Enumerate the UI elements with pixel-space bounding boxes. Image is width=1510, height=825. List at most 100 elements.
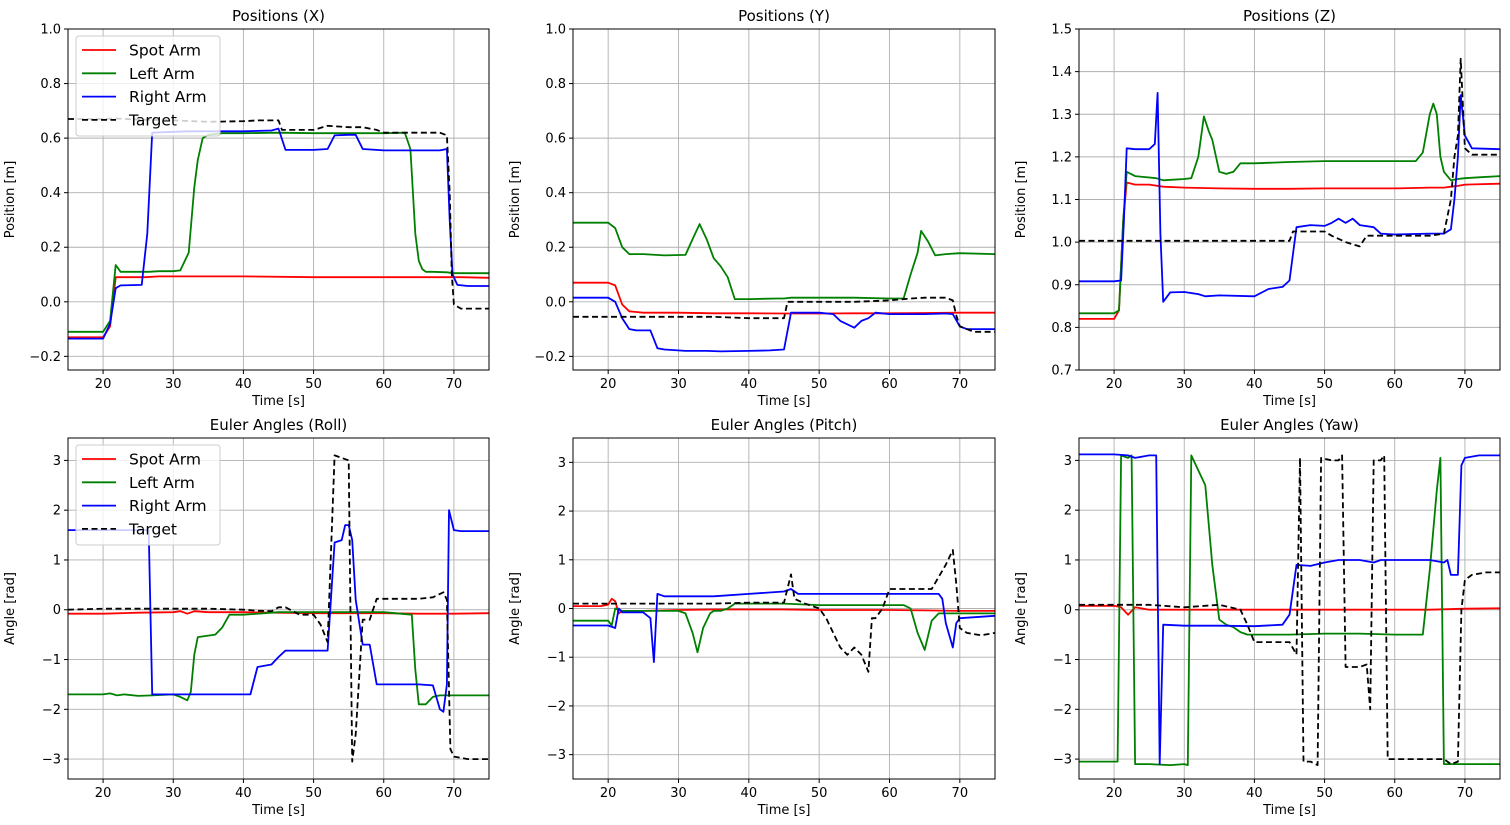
chart-4-legend-label-right-arm: Right Arm <box>129 497 207 515</box>
chart-6-series-group <box>1079 453 1500 766</box>
chart-5-y-tick-label: 3 <box>558 456 566 471</box>
chart-3-x-tick-label: 50 <box>1316 377 1333 392</box>
chart-3-y-axis-label: Position [m] <box>1014 161 1029 239</box>
chart-3-x-tick-label: 30 <box>1176 377 1193 392</box>
chart-6-axes-frame <box>1078 437 1501 780</box>
chart-1-x-tick-label: 30 <box>165 377 182 392</box>
chart-3-x-tick-label: 40 <box>1246 377 1263 392</box>
chart-2-series-spot-arm <box>573 281 995 315</box>
chart-6-y-tick-label: 3 <box>1064 454 1072 469</box>
chart-6-series-target <box>1079 454 1500 766</box>
chart-6-y-tick-label: −1 <box>1053 653 1072 668</box>
chart-2-x-tick-label: 20 <box>600 377 617 392</box>
chart-3-series-right-arm <box>1079 92 1500 303</box>
chart-4-x-tick-label: 60 <box>375 786 392 801</box>
chart-4-x-tick-label: 20 <box>95 786 112 801</box>
chart-6-y-tick-label: −2 <box>1053 703 1072 718</box>
chart-1-legend-box <box>75 35 221 137</box>
chart-6-x-tick-label: 20 <box>1106 786 1123 801</box>
chart-4-y-tick-label: −3 <box>42 753 61 768</box>
chart-1-y-tick-label: 0.0 <box>40 295 61 310</box>
chart-2-y-tick-label: 1.0 <box>545 23 566 38</box>
chart-1-x-axis-label: Time [s] <box>251 394 305 409</box>
chart-1-y-tick-label: −0.2 <box>29 350 61 365</box>
chart-6-y-axis-label: Angle [rad] <box>1014 572 1029 645</box>
chart-6-x-tick-label: 50 <box>1316 786 1333 801</box>
chart-3-x-tick-label: 20 <box>1106 377 1123 392</box>
chart-3-y-tick-label: 0.7 <box>1051 364 1072 379</box>
chart-1-legend-label-left-arm: Left Arm <box>129 65 195 83</box>
chart-5-x-tick-label: 20 <box>600 786 617 801</box>
chart-6-x-tick-label: 70 <box>1457 786 1474 801</box>
chart-2-x-axis-label: Time [s] <box>757 394 811 409</box>
chart-5-y-tick-label: −1 <box>547 651 566 666</box>
chart-4: 20 30 40 50 60 70 −3 −2 −1 0 1 2 3 Euler Angles (Roll… <box>3 416 490 818</box>
chart-5-x-tick-label: 30 <box>670 786 687 801</box>
chart-2-y-tick-label: 0.8 <box>545 77 566 92</box>
chart-1: 20 30 40 50 60 70 −0.2 0.0 0.2 0.4 0.6 0.8 1.0 Positi… <box>3 7 490 409</box>
chart-6-title: Euler Angles (Yaw) <box>1220 416 1359 434</box>
chart-2-x-tick-label: 30 <box>670 377 687 392</box>
chart-5: 20 30 40 50 60 70 −3 −2 −1 0 1 2 3 Euler Angles (Pitc… <box>508 416 996 818</box>
chart-2-title: Positions (Y) <box>738 7 830 25</box>
chart-2: 20 30 40 50 60 70 −0.2 0.0 0.2 0.4 0.6 0.8 1.0 Positi… <box>508 7 996 409</box>
chart-4-x-tick-label: 30 <box>165 786 182 801</box>
chart-1-y-axis-label: Position [m] <box>3 161 18 239</box>
chart-2-axes-frame <box>572 28 996 371</box>
chart-5-series-spot-arm <box>573 597 995 615</box>
chart-2-x-tick-label: 70 <box>952 377 969 392</box>
chart-1-legend: Spot Arm Left Arm Right Arm Target <box>75 35 221 137</box>
chart-5-series-target <box>573 549 995 673</box>
chart-1-series-target <box>68 117 489 310</box>
chart-4-series-target <box>68 454 489 763</box>
chart-3-y-tick-label: 1.1 <box>1051 193 1072 208</box>
chart-2-y-tick-label: 0.2 <box>545 241 566 256</box>
chart-6-series-left-arm <box>1079 454 1500 766</box>
chart-3-y-tick-label: 1.2 <box>1051 150 1072 165</box>
chart-5-x-tick-label: 50 <box>811 786 828 801</box>
chart-2-series-right-arm <box>573 296 995 353</box>
chart-1-series-left-arm <box>68 131 489 333</box>
chart-4-y-tick-label: 1 <box>53 553 61 568</box>
chart-5-y-tick-label: 1 <box>558 553 566 568</box>
chart-4-series-right-arm <box>68 509 489 713</box>
chart-2-series-target <box>573 296 995 333</box>
chart-1-x-tick-label: 20 <box>95 377 112 392</box>
chart-1-x-tick-label: 50 <box>305 377 322 392</box>
chart-6-y-tick-label: 0 <box>1064 603 1072 618</box>
chart-6-x-tick-label: 60 <box>1386 786 1403 801</box>
chart-4-y-tick-label: 2 <box>53 504 61 519</box>
chart-6-y-tick-label: −3 <box>1053 753 1072 768</box>
chart-1-y-tick-label: 0.6 <box>40 132 61 147</box>
chart-5-y-tick-label: −2 <box>547 699 566 714</box>
chart-3-x-tick-label: 60 <box>1386 377 1403 392</box>
chart-5-y-tick-label: −3 <box>547 748 566 763</box>
chart-5-title: Euler Angles (Pitch) <box>711 416 858 434</box>
chart-5-x-tick-label: 60 <box>881 786 898 801</box>
chart-2-x-tick-label: 60 <box>881 377 898 392</box>
chart-4-axes-frame <box>67 437 490 780</box>
chart-2-series-left-arm <box>573 221 995 300</box>
chart-3-y-tick-label: 0.9 <box>1051 278 1072 293</box>
chart-2-x-tick-label: 50 <box>811 377 828 392</box>
chart-1-y-tick-label: 0.8 <box>40 77 61 92</box>
chart-4-x-axis-label: Time [s] <box>251 803 305 818</box>
chart-6: 20 30 40 50 60 70 −3 −2 −1 0 1 2 3 Euler Angles (Yaw)… <box>1014 416 1501 818</box>
chart-1-y-tick-label: 1.0 <box>40 23 61 38</box>
chart-3-y-tick-label: 1.3 <box>1051 108 1072 123</box>
chart-5-series-left-arm <box>573 602 995 654</box>
chart-4-x-tick-label: 70 <box>446 786 463 801</box>
chart-4-legend-label-target: Target <box>128 520 177 538</box>
chart-5-y-axis-label: Angle [rad] <box>508 572 523 645</box>
chart-5-series-group <box>573 549 995 673</box>
chart-4-y-tick-label: 0 <box>53 603 61 618</box>
chart-2-y-tick-label: 0.4 <box>545 186 566 201</box>
chart-6-y-tick-label: 2 <box>1064 504 1072 519</box>
chart-3-series-spot-arm <box>1079 181 1500 320</box>
chart-1-axes-frame <box>67 28 490 371</box>
chart-3-y-tick-label: 0.8 <box>1051 321 1072 336</box>
chart-3-x-axis-label: Time [s] <box>1262 394 1316 409</box>
chart-3-y-tick-label: 1.0 <box>1051 236 1072 251</box>
chart-3: 20 30 40 50 60 70 0.7 0.8 0.9 1.0 1.1 1.2 1.3 1.4 1.5 P… <box>1014 7 1501 409</box>
